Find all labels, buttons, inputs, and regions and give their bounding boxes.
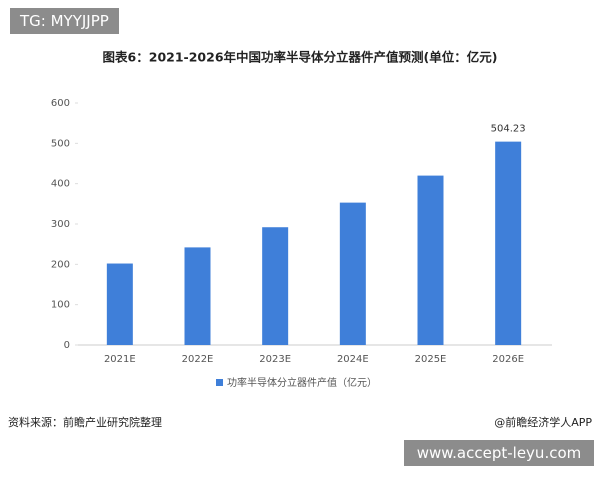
y-tick-label: 300: [51, 219, 70, 230]
x-tick-label: 2026E: [492, 354, 524, 365]
badge: TG: MYYJJPP: [10, 8, 119, 34]
data-label: 504.23: [491, 124, 526, 135]
bar: [184, 247, 211, 345]
x-tick-label: 2024E: [337, 354, 369, 365]
bar: [262, 227, 289, 345]
x-tick-label: 2021E: [104, 354, 136, 365]
bar: [495, 141, 522, 345]
bar: [106, 263, 133, 345]
source: 资料来源：前瞻产业研究院整理: [8, 415, 162, 429]
y-tick-label: 200: [51, 259, 70, 270]
y-tick-label: 100: [51, 300, 70, 311]
y-tick-label: 600: [51, 98, 70, 109]
legend-swatch: [216, 379, 223, 386]
x-tick-label: 2023E: [259, 354, 291, 365]
website: www.accept-leyu.com: [404, 440, 594, 466]
legend-label: 功率半导体分立器件产值（亿元）: [227, 376, 377, 389]
y-tick-label: 500: [51, 138, 70, 149]
x-tick-label: 2022E: [182, 354, 214, 365]
y-tick-label: 0: [64, 340, 70, 351]
y-tick-label: 400: [51, 179, 70, 190]
x-tick-label: 2025E: [415, 354, 447, 365]
credit: @前瞻经济学人APP: [494, 415, 592, 429]
bar: [339, 202, 366, 345]
bar: [417, 175, 444, 345]
chart-title: 图表6：2021-2026年中国功率半导体分立器件产值预测(单位：亿元): [103, 50, 498, 65]
